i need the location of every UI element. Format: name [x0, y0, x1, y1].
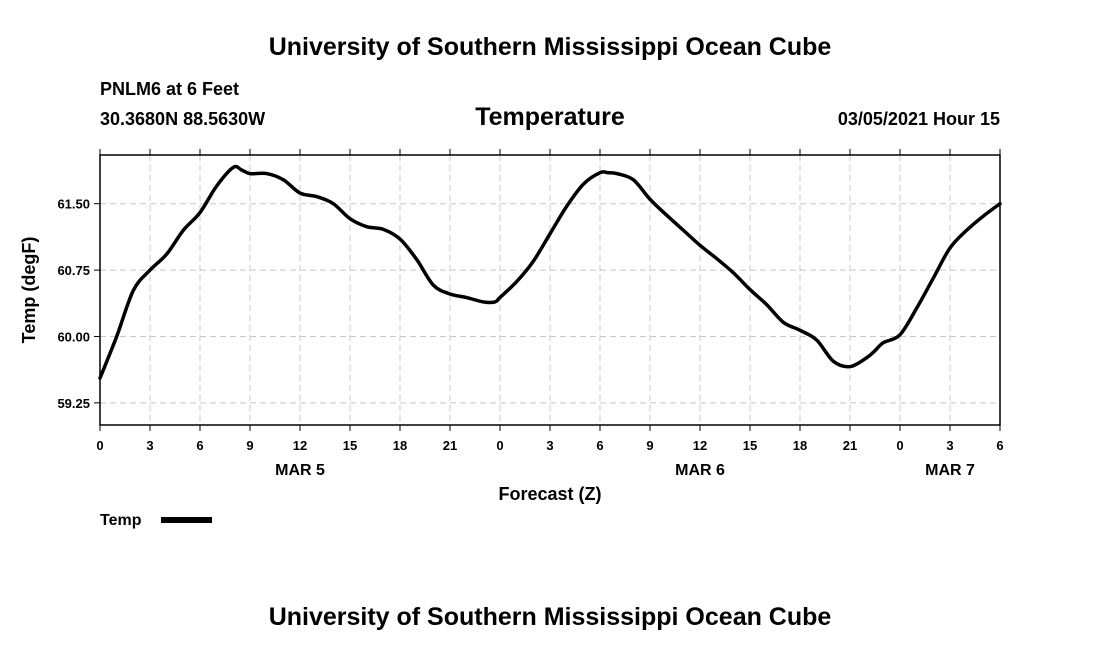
x-tick-label: 6	[996, 438, 1003, 453]
x-tick-label: 9	[646, 438, 653, 453]
chart-title: Temperature	[475, 103, 625, 131]
x-tick-label: 18	[393, 438, 407, 453]
x-tick-label: 0	[896, 438, 903, 453]
x-tick-label: 0	[496, 438, 503, 453]
y-tick-label: 59.25	[57, 396, 90, 411]
x-axis: 0 3 6 9 12 15 18 21 0 3 6 9 12 15 18 21 0 3 6	[96, 149, 1004, 453]
x-tick-label: 21	[443, 438, 457, 453]
banner-top: University of Southern Mississippi Ocean…	[269, 33, 832, 61]
x-tick-label: 12	[693, 438, 707, 453]
x-axis-label: Forecast (Z)	[498, 484, 601, 504]
x-tick-label: 18	[793, 438, 807, 453]
day-label: MAR 7	[925, 462, 975, 479]
grid	[100, 155, 1000, 425]
banner-bottom: University of Southern Mississippi Ocean…	[269, 603, 832, 631]
y-tick-label: 61.50	[57, 197, 90, 212]
y-axis: 59.25 60.00 60.75 61.50	[57, 197, 100, 411]
legend-label: Temp	[100, 512, 142, 529]
y-tick-label: 60.75	[57, 263, 90, 278]
day-labels: MAR 5 MAR 6 MAR 7	[275, 462, 975, 479]
x-tick-label: 3	[146, 438, 153, 453]
x-tick-label: 9	[246, 438, 253, 453]
series-line-temp	[98, 164, 1002, 380]
x-tick-label: 3	[546, 438, 553, 453]
station-label: PNLM6 at 6 Feet	[100, 79, 239, 99]
x-tick-label: 6	[196, 438, 203, 453]
x-tick-label: 0	[96, 438, 103, 453]
x-tick-label: 21	[843, 438, 857, 453]
day-label: MAR 6	[675, 462, 725, 479]
series-layer	[98, 164, 1002, 380]
x-tick-label: 15	[343, 438, 357, 453]
y-axis-label: Temp (degF)	[19, 237, 39, 344]
y-tick-label: 60.00	[57, 329, 90, 344]
coords-label: 30.3680N 88.5630W	[100, 109, 265, 129]
x-tick-label: 12	[293, 438, 307, 453]
x-tick-label: 15	[743, 438, 757, 453]
legend: Temp	[100, 512, 212, 529]
datetime-label: 03/05/2021 Hour 15	[838, 109, 1000, 129]
x-tick-label: 3	[946, 438, 953, 453]
day-label: MAR 5	[275, 462, 325, 479]
x-tick-label: 6	[596, 438, 603, 453]
